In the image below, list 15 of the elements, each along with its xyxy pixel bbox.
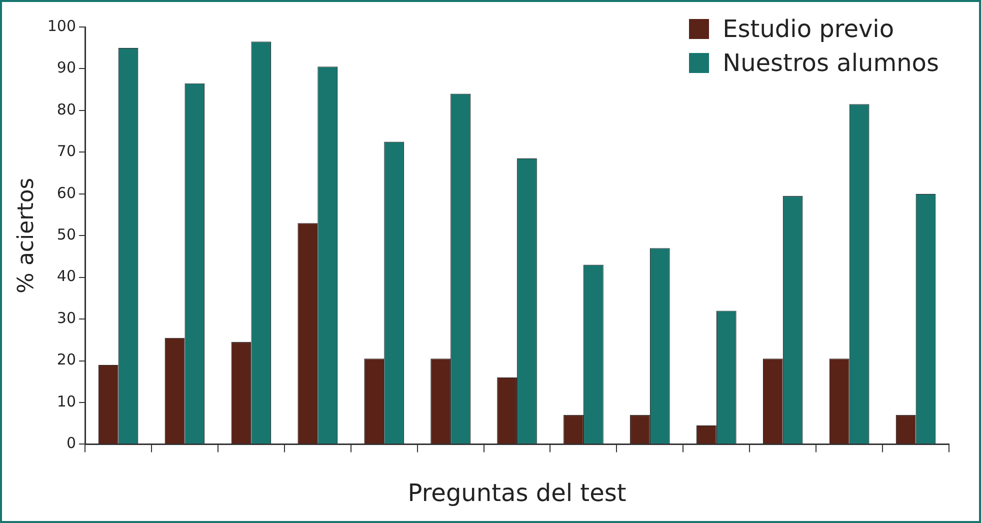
y-tick-label: 70 <box>56 142 76 160</box>
y-tick-label: 90 <box>56 58 76 77</box>
y-tick-label: 0 <box>66 434 76 452</box>
y-tick-label: 80 <box>56 100 76 118</box>
y-tick-label: 50 <box>56 225 76 244</box>
x-axis-title: Preguntas del test <box>408 478 626 507</box>
y-tick-label: 100 <box>47 16 76 35</box>
y-tick-label: 40 <box>56 267 76 286</box>
y-tick-label: 20 <box>56 350 76 369</box>
legend-label: Nuestros alumnos <box>722 49 939 77</box>
y-tick-label: 30 <box>56 308 76 327</box>
legend-label: Estudio previo <box>722 15 894 43</box>
y-tick-label: 60 <box>56 184 76 202</box>
y-tick-label: 10 <box>56 392 76 410</box>
y-axis-title: % aciertos <box>14 178 39 294</box>
